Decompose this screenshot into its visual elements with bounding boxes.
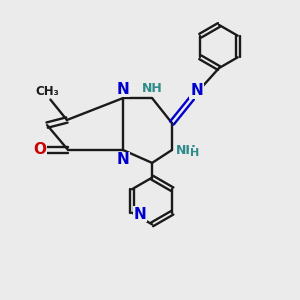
Text: N: N [117, 152, 129, 167]
Text: NH: NH [142, 82, 163, 95]
Text: N: N [117, 82, 129, 97]
Text: O: O [34, 142, 47, 158]
Text: N: N [134, 207, 147, 222]
Text: CH₃: CH₃ [35, 85, 59, 98]
Text: N: N [190, 83, 203, 98]
Text: H: H [190, 148, 199, 158]
Text: NH: NH [176, 143, 197, 157]
